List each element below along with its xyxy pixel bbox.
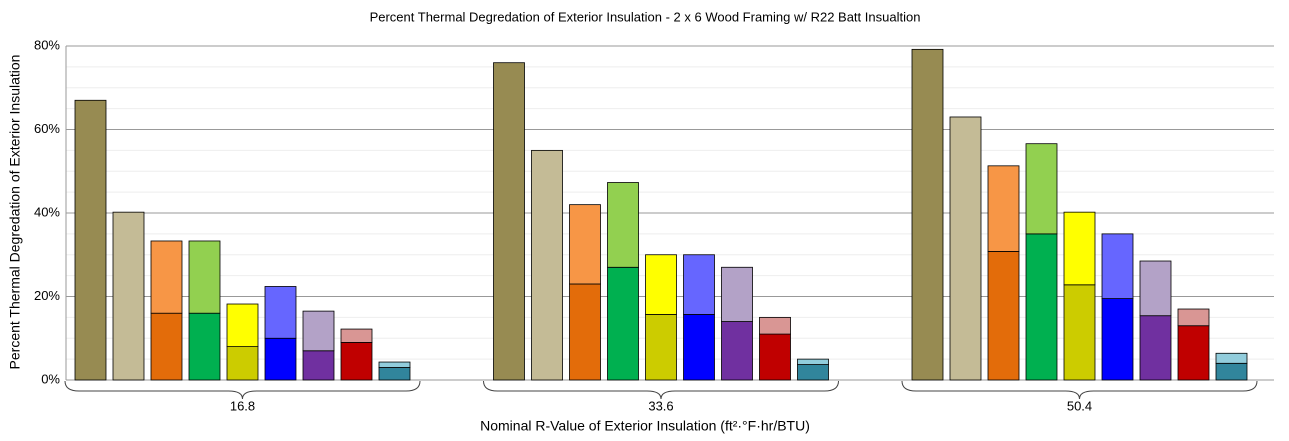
bar	[226, 303, 259, 348]
y-tick-label: 20%	[34, 288, 60, 303]
bar	[226, 346, 259, 381]
bar	[607, 266, 639, 381]
y-tick-label: 40%	[34, 204, 60, 219]
bar	[797, 364, 829, 381]
bar	[949, 116, 982, 381]
bar	[1139, 260, 1172, 317]
bar	[911, 48, 944, 381]
bar	[1177, 308, 1210, 327]
bar	[721, 266, 753, 322]
y-tick-label: 0%	[41, 371, 60, 386]
bar	[1025, 233, 1058, 381]
bar	[797, 358, 829, 365]
bar	[607, 182, 639, 268]
bar	[645, 314, 677, 381]
bar	[721, 321, 753, 381]
bar	[1101, 233, 1134, 299]
bar	[1215, 362, 1248, 381]
bar	[569, 204, 601, 285]
bar	[74, 99, 107, 381]
bar	[1139, 315, 1172, 381]
bar	[987, 251, 1020, 381]
chart-title: Percent Thermal Degredation of Exterior …	[370, 9, 921, 24]
bar	[302, 310, 335, 352]
bar	[378, 367, 411, 381]
bar	[493, 62, 525, 381]
x-axis-label: Nominal R-Value of Exterior Insulation (…	[480, 418, 810, 434]
bar	[188, 312, 221, 381]
bar	[378, 361, 411, 368]
bar	[264, 337, 297, 381]
bar	[683, 254, 715, 315]
bar	[1025, 143, 1058, 235]
bar	[1063, 211, 1096, 286]
bar	[1215, 352, 1248, 364]
y-tick-label: 80%	[34, 37, 60, 52]
y-axis-label: Percent Thermal Degredation of Exterior …	[7, 55, 23, 370]
y-tick-label: 60%	[34, 121, 60, 136]
x-tick-label: 16.8	[230, 398, 255, 413]
bar	[340, 328, 373, 343]
bar	[569, 283, 601, 381]
category-brace	[64, 380, 421, 400]
category-brace	[901, 380, 1258, 400]
bar	[188, 240, 221, 314]
bar	[112, 211, 145, 381]
x-tick-label: 50.4	[1067, 398, 1092, 413]
bar	[683, 314, 715, 381]
bar	[1101, 298, 1134, 381]
bar	[531, 149, 563, 381]
bar	[150, 312, 183, 381]
bar	[264, 286, 297, 339]
bar	[150, 240, 183, 314]
bar	[645, 254, 677, 315]
bar	[1177, 325, 1210, 381]
bar	[759, 333, 791, 381]
x-tick-label: 33.6	[648, 398, 673, 413]
bar	[340, 342, 373, 381]
bar	[759, 316, 791, 335]
bar	[1063, 284, 1096, 381]
category-brace	[483, 380, 839, 400]
bar	[987, 165, 1020, 252]
bar	[302, 350, 335, 381]
